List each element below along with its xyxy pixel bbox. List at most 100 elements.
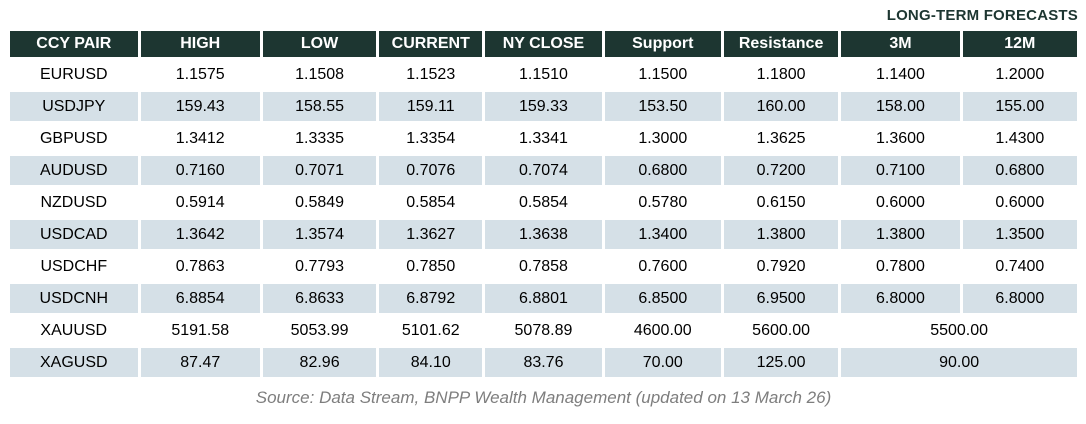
value-cell-support: 6.8500 [601, 281, 724, 316]
value-cell-resistance: 0.7200 [720, 153, 842, 188]
ccy-pair-cell: USDJPY [7, 89, 141, 124]
source-note: Source: Data Stream, BNPP Wealth Managem… [255, 388, 832, 407]
value-cell-high: 6.8854 [137, 281, 263, 316]
value-cell-support: 1.3000 [601, 121, 724, 156]
ccy-pair-cell: USDCNH [7, 281, 141, 316]
column-header-12m: 12M [959, 28, 1081, 60]
value-cell-12m: 1.2000 [959, 57, 1081, 92]
column-header-ccy-pair: CCY PAIR [7, 28, 141, 60]
column-header-support: Support [601, 28, 724, 60]
value-cell-12m: 155.00 [959, 89, 1081, 124]
value-cell-ny-close: 83.76 [482, 345, 605, 380]
value-cell-high: 1.1575 [137, 57, 263, 92]
value-cell-support: 4600.00 [601, 313, 724, 348]
value-cell-current: 159.11 [376, 89, 486, 124]
table-row-gbpusd: GBPUSD 1.3412 1.3335 1.3354 1.3341 1.3000 1.36… [7, 121, 1081, 156]
table-row-usdcad: USDCAD 1.3642 1.3574 1.3627 1.3638 1.3400 1.38… [7, 217, 1081, 252]
value-cell-support: 153.50 [601, 89, 724, 124]
value-cell-current: 6.8792 [376, 281, 486, 316]
value-cell-ny-close: 0.7858 [482, 249, 605, 284]
value-cell-12m: 1.4300 [959, 121, 1081, 156]
value-cell-resistance: 1.3800 [720, 217, 842, 252]
table-row-nzdusd: NZDUSD 0.5914 0.5849 0.5854 0.5854 0.5780 0.61… [7, 185, 1081, 220]
value-cell-resistance: 160.00 [720, 89, 842, 124]
ccy-pair-cell: GBPUSD [7, 121, 141, 156]
value-cell-12m: 0.6800 [959, 153, 1081, 188]
value-cell-high: 5191.58 [137, 313, 263, 348]
value-cell-low: 0.7793 [259, 249, 380, 284]
value-cell-3m: 0.6000 [838, 185, 963, 220]
value-cell-resistance: 125.00 [720, 345, 842, 380]
column-header-ny-close: NY CLOSE [482, 28, 605, 60]
table-row-usdjpy: USDJPY 159.43 158.55 159.11 159.33 153.50 160.… [7, 89, 1081, 124]
value-cell-ny-close: 5078.89 [482, 313, 605, 348]
value-cell-low: 158.55 [259, 89, 380, 124]
value-cell-support: 1.3400 [601, 217, 724, 252]
value-cell-3m: 6.8000 [838, 281, 963, 316]
value-cell-resistance: 5600.00 [720, 313, 842, 348]
value-cell-low: 0.7071 [259, 153, 380, 188]
value-cell-ny-close: 1.3341 [482, 121, 605, 156]
table-row-audusd: AUDUSD 0.7160 0.7071 0.7076 0.7074 0.6800 0.72… [7, 153, 1081, 188]
value-cell-12m: 1.3500 [959, 217, 1081, 252]
value-cell-12m: 0.7400 [959, 249, 1081, 284]
value-cell-3m: 1.3600 [838, 121, 963, 156]
value-cell-low: 6.8633 [259, 281, 380, 316]
value-cell-low: 5053.99 [259, 313, 380, 348]
value-cell-low: 1.3574 [259, 217, 380, 252]
value-cell-resistance: 0.6150 [720, 185, 842, 220]
value-cell-current: 84.10 [376, 345, 486, 380]
value-cell-3m: 158.00 [838, 89, 963, 124]
table-row-eurusd: EURUSD 1.1575 1.1508 1.1523 1.1510 1.1500 1.18… [7, 57, 1081, 92]
value-cell-3m: 0.7100 [838, 153, 963, 188]
ccy-pair-cell: NZDUSD [7, 185, 141, 220]
long-term-forecasts-label: LONG-TERM FORECASTS [886, 7, 1078, 24]
value-cell-high: 1.3412 [137, 121, 263, 156]
ccy-pair-cell: XAGUSD [7, 345, 141, 380]
column-header-high: HIGH [137, 28, 263, 60]
value-cell-3m: 5500.00 [838, 313, 1080, 348]
value-cell-resistance: 1.3625 [720, 121, 842, 156]
ccy-pair-cell: EURUSD [7, 57, 141, 92]
value-cell-12m: 0.6000 [959, 185, 1081, 220]
value-cell-12m: 6.8000 [959, 281, 1081, 316]
column-header-low: LOW [259, 28, 380, 60]
value-cell-current: 5101.62 [376, 313, 486, 348]
fx-forecast-table-container: LONG-TERM FORECASTS CCY PAIR HIGH LOW CURRE… [7, 4, 1081, 408]
value-cell-low: 1.1508 [259, 57, 380, 92]
value-cell-ny-close: 1.3638 [482, 217, 605, 252]
column-header-3m: 3M [838, 28, 963, 60]
value-cell-low: 1.3335 [259, 121, 380, 156]
column-header-resistance: Resistance [720, 28, 842, 60]
value-cell-high: 0.7863 [137, 249, 263, 284]
fx-forecast-table: CCY PAIR HIGH LOW CURRENT NY CLOSE Support Res… [7, 28, 1081, 380]
value-cell-ny-close: 0.7074 [482, 153, 605, 188]
table-row-usdchf: USDCHF 0.7863 0.7793 0.7850 0.7858 0.7600 0.79… [7, 249, 1081, 284]
value-cell-low: 82.96 [259, 345, 380, 380]
value-cell-support: 1.1500 [601, 57, 724, 92]
value-cell-support: 0.6800 [601, 153, 724, 188]
value-cell-high: 159.43 [137, 89, 263, 124]
value-cell-current: 0.7076 [376, 153, 486, 188]
value-cell-high: 87.47 [137, 345, 263, 380]
table-row-usdcnh: USDCNH 6.8854 6.8633 6.8792 6.8801 6.8500 6.95… [7, 281, 1081, 316]
value-cell-support: 0.5780 [601, 185, 724, 220]
value-cell-3m: 1.3800 [838, 217, 963, 252]
value-cell-current: 1.3627 [376, 217, 486, 252]
ccy-pair-cell: USDCAD [7, 217, 141, 252]
value-cell-current: 1.1523 [376, 57, 486, 92]
table-row-xauusd: XAUUSD 5191.58 5053.99 5101.62 5078.89 4600.0… [7, 313, 1080, 348]
value-cell-support: 0.7600 [601, 249, 724, 284]
value-cell-3m: 0.7800 [838, 249, 963, 284]
value-cell-ny-close: 6.8801 [482, 281, 605, 316]
column-header-current: CURRENT [376, 28, 486, 60]
value-cell-ny-close: 159.33 [482, 89, 605, 124]
table-header-row: CCY PAIR HIGH LOW CURRENT NY CLOSE Support Res… [7, 28, 1081, 60]
ccy-pair-cell: AUDUSD [7, 153, 141, 188]
value-cell-current: 0.7850 [376, 249, 486, 284]
value-cell-resistance: 6.9500 [720, 281, 842, 316]
value-cell-high: 0.5914 [137, 185, 263, 220]
value-cell-3m: 1.1400 [838, 57, 963, 92]
value-cell-support: 70.00 [601, 345, 724, 380]
